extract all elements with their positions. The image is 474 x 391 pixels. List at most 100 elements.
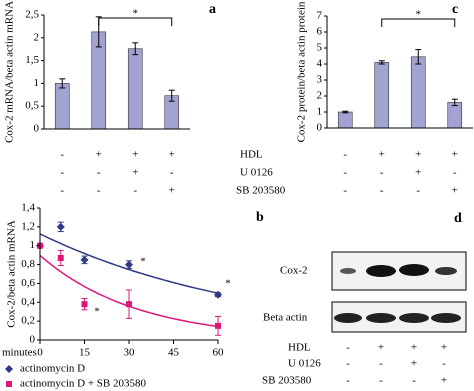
- y-tick-label: 2,5: [25, 9, 39, 21]
- y-tick-label: 1: [34, 77, 40, 89]
- band: [334, 313, 362, 323]
- treatment-label: SB 203580: [236, 185, 286, 197]
- point: [57, 254, 64, 261]
- point: [80, 255, 89, 264]
- treatment-sign: +: [132, 167, 138, 179]
- treatment-sign: -: [380, 185, 384, 197]
- band: [399, 264, 429, 276]
- treatment-label: SB 203580: [262, 375, 312, 387]
- y-tick-label: 0,8: [21, 258, 35, 270]
- band: [340, 268, 356, 274]
- treatment-sign: -: [170, 167, 174, 179]
- x-tick-label: 60: [213, 347, 225, 359]
- y-tick-label: 1,5: [25, 54, 39, 66]
- treatment-sign: -: [453, 167, 457, 179]
- blot-row-label: Cox-2: [280, 265, 308, 277]
- treatment-sign: +: [452, 185, 458, 197]
- bar: [410, 56, 426, 129]
- blot-row-label: Beta actin: [263, 312, 308, 324]
- treatment-label: U 0126: [288, 358, 321, 370]
- y-tick-label: 1,2: [21, 220, 35, 232]
- band: [366, 265, 396, 277]
- treatment-sign: +: [415, 149, 421, 161]
- treatment-sign: +: [169, 149, 175, 161]
- x-tick-label: 0: [37, 347, 43, 359]
- band: [366, 313, 396, 323]
- western-blot: [331, 251, 467, 333]
- y-axis-label: Cox-2/beta actin mRNA: [6, 220, 18, 328]
- treatment-sign: +: [169, 185, 175, 197]
- treatment-sign: -: [442, 358, 446, 370]
- legend-label: actinomycin D: [20, 363, 85, 375]
- treatment-sign: -: [343, 167, 347, 179]
- treatment-sign: +: [379, 149, 385, 161]
- treatment-label: HDL: [288, 342, 311, 354]
- significance-bracket: [381, 18, 456, 27]
- y-tick-label: 0,4: [21, 296, 35, 308]
- y-tick-label: 3: [317, 74, 323, 86]
- y-tick-label: 1: [317, 106, 323, 118]
- band: [431, 313, 461, 323]
- treatment-sign: -: [343, 149, 347, 161]
- bar: [447, 102, 463, 129]
- y-tick-label: 4: [317, 58, 323, 70]
- panel-letter: c: [452, 2, 458, 17]
- x-axis-label: minutes: [2, 347, 37, 359]
- y-tick-label: 7: [317, 10, 323, 22]
- bar: [127, 48, 143, 130]
- bar: [54, 83, 70, 130]
- point: [214, 290, 222, 299]
- treatment-sign: -: [60, 185, 64, 197]
- y-axis-label: Cox-2 mRNA/beta actin mRNA: [4, 1, 16, 143]
- trend-line: [39, 233, 219, 294]
- treatment-sign: -: [343, 185, 347, 197]
- y-tick-label: 6: [317, 26, 323, 38]
- bar: [374, 62, 390, 129]
- point: [126, 301, 132, 308]
- treatment-sign: +: [378, 342, 384, 354]
- legend-label: actinomycin D + SB 203580: [20, 378, 146, 390]
- band: [435, 267, 457, 275]
- x-tick-label: 15: [79, 347, 91, 359]
- significance-star: *: [140, 256, 146, 268]
- treatment-sign: -: [60, 149, 64, 161]
- treatment-sign: -: [346, 358, 350, 370]
- treatment-sign: -: [380, 167, 384, 179]
- treatment-sign: +: [415, 167, 421, 179]
- significance-star: *: [133, 8, 139, 20]
- y-tick-label: 0,2: [21, 315, 35, 327]
- y-tick-label: 1: [30, 239, 36, 251]
- legend-marker: [5, 365, 13, 373]
- treatment-sign: -: [416, 185, 420, 197]
- x-tick-label: 45: [168, 347, 180, 359]
- treatment-sign: +: [96, 149, 102, 161]
- treatment-sign: -: [133, 185, 137, 197]
- point: [215, 322, 221, 329]
- treatment-sign: +: [132, 149, 138, 161]
- treatment-sign: +: [441, 375, 447, 387]
- treatment-sign: -: [97, 167, 101, 179]
- y-tick-label: 0,5: [25, 100, 39, 112]
- y-tick-label: 0: [30, 334, 36, 346]
- y-tick-label: 5: [317, 42, 323, 54]
- band: [399, 313, 429, 323]
- treatment-sign: -: [379, 358, 383, 370]
- point: [56, 222, 65, 231]
- y-tick-label: 0,6: [21, 277, 35, 289]
- treatment-sign: +: [452, 149, 458, 161]
- panel-letter: a: [209, 2, 216, 17]
- treatment-label: U 0126: [240, 167, 273, 179]
- y-tick-label: 2: [317, 90, 323, 102]
- treatment-sign: +: [441, 342, 447, 354]
- y-tick-label: 1,4: [21, 202, 35, 214]
- treatment-sign: -: [412, 375, 416, 387]
- treatment-sign: +: [411, 342, 417, 354]
- significance-star: *: [416, 9, 422, 21]
- treatment-sign: -: [97, 185, 101, 197]
- x-tick-label: 30: [124, 347, 136, 359]
- y-tick-label: 0: [317, 122, 323, 134]
- legend-marker: [6, 381, 12, 387]
- point: [81, 301, 88, 308]
- treatment-label: HDL: [240, 149, 263, 161]
